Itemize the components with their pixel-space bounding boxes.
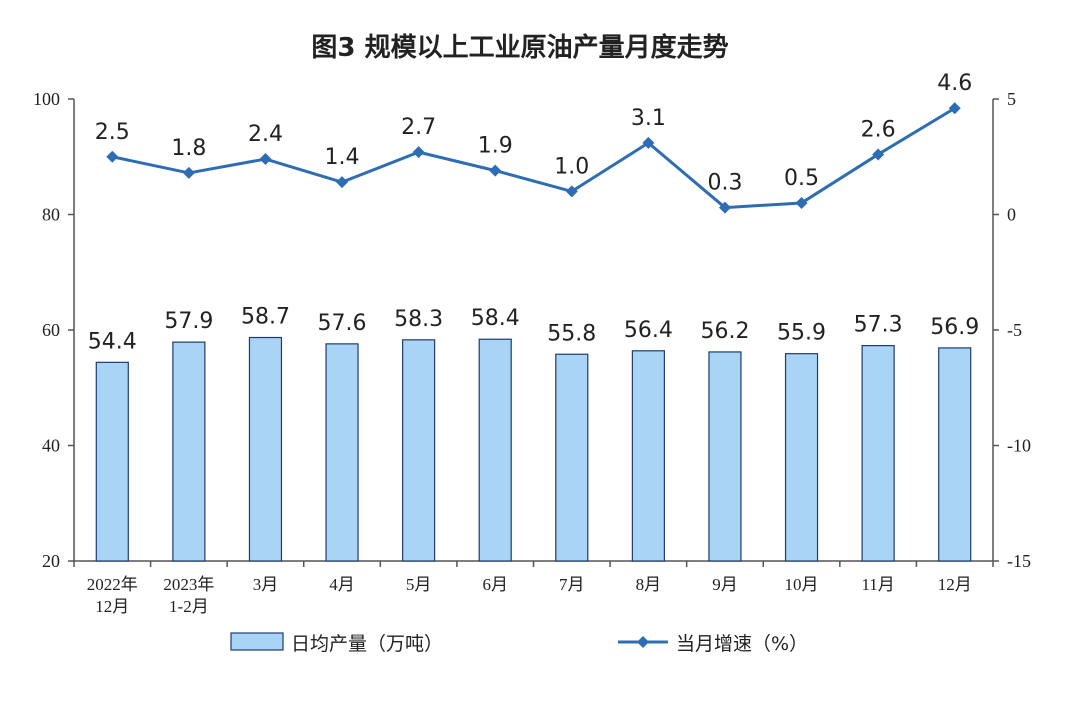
bar-labels: 54.4 57.9 58.7 57.6 58.3 58.4 55.8 56.4 56.2 55.9… (88, 305, 979, 355)
bar (708, 351, 742, 562)
legend: 日均产量（万吨） 当月增速（%） (230, 632, 808, 655)
bar-value-label: 56.9 (930, 315, 979, 340)
bar (631, 350, 665, 562)
left-axis-tick-label: 20 (42, 551, 60, 571)
bar-value-label: 57.9 (164, 309, 213, 334)
bar-value-label: 54.4 (88, 329, 137, 354)
bar-value-label: 56.4 (624, 318, 673, 343)
bar (248, 336, 283, 562)
bar (172, 341, 206, 562)
category-label: 9月 (712, 575, 738, 594)
left-axis-tick-label: 40 (42, 436, 60, 456)
growth-point (106, 150, 119, 163)
legend-line-marker (637, 636, 649, 648)
growth-point (795, 196, 808, 209)
bar (402, 339, 436, 562)
growth-point (412, 146, 425, 159)
bar (784, 353, 819, 562)
bar-value-label: 56.2 (700, 319, 749, 344)
category-labels: 2022年 12月 2023年 1-2月 3月 4月 5月 6月 7月 8月 9月 10月 11月 12月 (87, 575, 972, 616)
left-axis-tick-label: 100 (33, 89, 60, 109)
growth-value-label: 1.9 (478, 134, 513, 159)
bar (861, 344, 895, 562)
line-series (106, 102, 961, 214)
growth-value-label: 1.0 (554, 154, 589, 179)
bar-value-label: 58.7 (241, 305, 290, 330)
growth-value-label: 2.4 (248, 122, 283, 147)
bar-value-label: 55.8 (547, 321, 596, 346)
bar-value-label: 57.6 (318, 311, 367, 336)
growth-point (565, 185, 578, 198)
line-labels: 2.5 1.8 2.4 1.4 2.7 1.9 1.0 3.1 0.3 0.5 2.6 4.6 (95, 71, 972, 195)
bar (478, 338, 512, 562)
growth-point (948, 102, 961, 115)
growth-value-label: 0.3 (707, 171, 742, 196)
chart-title: 图3 规模以上工业原油产量月度走势 (311, 32, 728, 63)
bars (95, 336, 972, 562)
right-axis-tick-label: -10 (1007, 436, 1031, 456)
bar-value-label: 57.3 (854, 313, 903, 338)
bar (95, 361, 129, 562)
growth-value-label: 4.6 (937, 71, 972, 96)
legend-bar-swatch (230, 632, 284, 651)
category-label: 2022年 (87, 575, 138, 594)
growth-point (259, 153, 272, 166)
category-label: 2023年 (163, 575, 214, 594)
right-axis-tick-label: 0 (1007, 205, 1016, 225)
growth-point (336, 176, 349, 189)
growth-point (718, 201, 731, 214)
growth-value-label: 2.7 (401, 115, 436, 140)
growth-point (182, 166, 195, 179)
growth-point (872, 148, 885, 161)
bar (555, 353, 589, 562)
category-label: 1-2月 (169, 597, 209, 616)
category-label: 6月 (482, 575, 508, 594)
category-label: 5月 (406, 575, 432, 594)
left-axis-tick-label: 80 (42, 205, 60, 225)
growth-value-label: 1.4 (325, 145, 360, 170)
category-label: 7月 (559, 575, 585, 594)
legend-bar-label: 日均产量（万吨） (291, 633, 443, 655)
bar-value-label: 58.4 (471, 306, 520, 331)
right-axis-tick-label: -5 (1007, 320, 1022, 340)
growth-point (489, 164, 502, 177)
growth-point (642, 136, 655, 149)
bar-value-label: 55.9 (777, 321, 826, 346)
growth-value-label: 2.6 (861, 117, 896, 142)
growth-value-label: 1.8 (171, 136, 206, 161)
left-axis-tick-label: 60 (42, 320, 60, 340)
category-label: 11月 (861, 575, 894, 594)
legend-line-label: 当月增速（%） (676, 633, 808, 655)
growth-line (111, 106, 956, 210)
axes: 20 40 60 80 100 -15 -10 -5 0 5 (33, 89, 1031, 571)
category-label: 12月 (938, 575, 972, 594)
growth-value-label: 3.1 (631, 106, 666, 131)
growth-value-label: 0.5 (784, 166, 819, 191)
category-label: 4月 (329, 575, 355, 594)
category-label: 10月 (785, 575, 819, 594)
bar-value-label: 58.3 (394, 307, 443, 332)
growth-value-label: 2.5 (95, 120, 130, 145)
category-label: 12月 (95, 597, 129, 616)
right-axis-tick-label: 5 (1007, 89, 1016, 109)
category-label: 8月 (636, 575, 662, 594)
right-axis-tick-label: -15 (1007, 551, 1031, 571)
bar (325, 343, 359, 562)
bar (938, 347, 972, 562)
category-label: 3月 (253, 575, 279, 594)
